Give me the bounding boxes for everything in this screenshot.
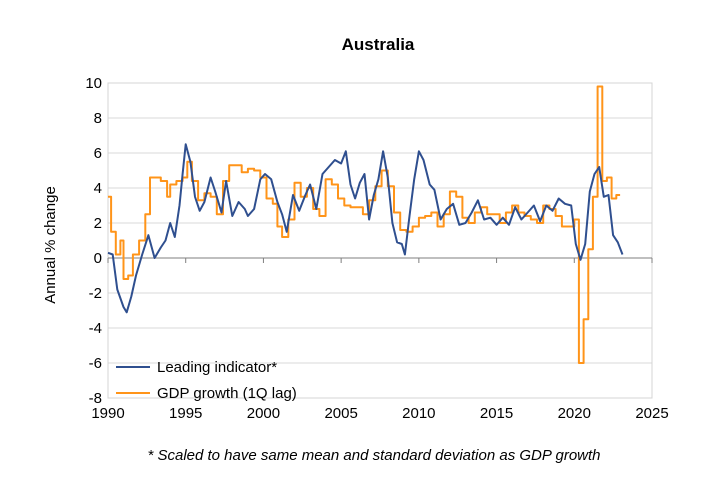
y-tick-label: -8 — [89, 390, 102, 407]
legend-label-gdp-growth: GDP growth (1Q lag) — [157, 385, 297, 402]
legend: Leading indicator* GDP growth (1Q lag) — [116, 359, 297, 402]
y-tick-label: 8 — [94, 110, 102, 127]
y-tick-label: 10 — [85, 75, 102, 92]
chart-footnote: * Scaled to have same mean and standard … — [147, 447, 600, 464]
x-tick-label: 2010 — [402, 405, 435, 422]
y-axis-label: Annual % change — [42, 186, 59, 304]
chart-title: Australia — [342, 35, 415, 54]
series-line-gdp-growth — [108, 85, 621, 364]
legend-label-leading-indicator: Leading indicator* — [157, 359, 277, 376]
y-tick-label: -6 — [89, 355, 102, 372]
grid — [108, 82, 652, 399]
x-tick-label: 2020 — [558, 405, 591, 422]
y-tick-label: -2 — [89, 285, 102, 302]
x-tick-label: 2000 — [247, 405, 280, 422]
x-tick-label: 2025 — [635, 405, 668, 422]
plot-area — [107, 82, 653, 399]
y-tick-label: 2 — [94, 215, 102, 232]
y-tick-label: 0 — [94, 250, 102, 267]
series-group — [107, 85, 624, 364]
x-tick-label: 2015 — [480, 405, 513, 422]
series-line-leading-indicator — [107, 143, 624, 314]
x-tick-label: 1990 — [91, 405, 124, 422]
y-tick-label: 6 — [94, 145, 102, 162]
y-axis: -8 -6 -4 -2 0 2 4 6 8 10 — [85, 75, 102, 407]
x-tick-label: 1995 — [169, 405, 202, 422]
y-tick-label: -4 — [89, 320, 102, 337]
x-tick-label: 2005 — [324, 405, 357, 422]
y-tick-label: 4 — [94, 180, 102, 197]
x-axis: 1990 1995 2000 2005 2010 2015 2020 2025 — [91, 257, 669, 422]
